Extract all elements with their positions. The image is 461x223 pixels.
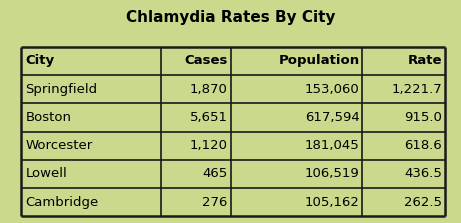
Text: 915.0: 915.0 (404, 111, 442, 124)
Text: Boston: Boston (25, 111, 71, 124)
Text: 617,594: 617,594 (305, 111, 360, 124)
Text: Chlamydia Rates By City: Chlamydia Rates By City (126, 10, 335, 25)
Text: 106,519: 106,519 (305, 167, 360, 180)
Text: 153,060: 153,060 (305, 83, 360, 96)
Text: Population: Population (278, 54, 360, 67)
Text: Cases: Cases (184, 54, 228, 67)
Text: 1,120: 1,120 (190, 139, 228, 152)
Text: 465: 465 (202, 167, 228, 180)
Text: 105,162: 105,162 (305, 196, 360, 209)
Text: 181,045: 181,045 (305, 139, 360, 152)
Text: Rate: Rate (408, 54, 442, 67)
Text: 618.6: 618.6 (404, 139, 442, 152)
Text: 262.5: 262.5 (404, 196, 442, 209)
Bar (21, 47, 445, 216)
Text: 1,870: 1,870 (190, 83, 228, 96)
Text: 5,651: 5,651 (190, 111, 228, 124)
Text: 436.5: 436.5 (404, 167, 442, 180)
Text: City: City (25, 54, 54, 67)
Text: Worcester: Worcester (25, 139, 93, 152)
Text: Springfield: Springfield (25, 83, 97, 96)
Text: Cambridge: Cambridge (25, 196, 99, 209)
Text: Lowell: Lowell (25, 167, 67, 180)
Text: 1,221.7: 1,221.7 (391, 83, 442, 96)
Text: 276: 276 (202, 196, 228, 209)
